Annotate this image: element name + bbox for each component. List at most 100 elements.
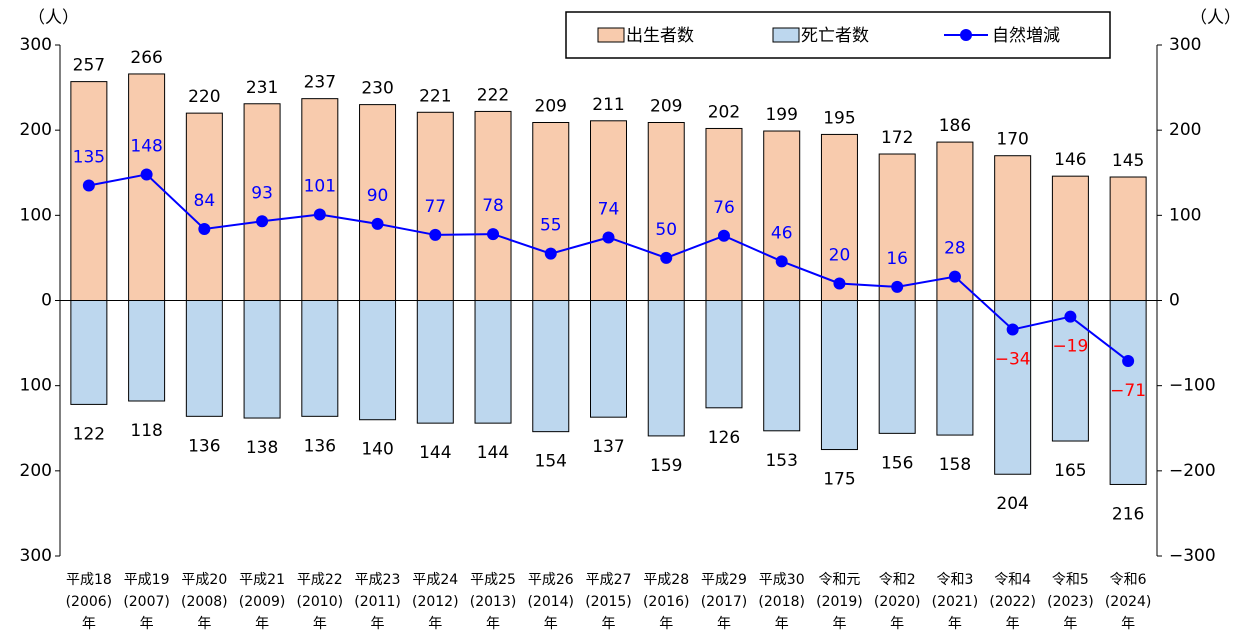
- data-label: 257: [73, 56, 105, 76]
- bar: [1051, 300, 1089, 442]
- line-point: [660, 251, 673, 264]
- line-point: [602, 231, 615, 244]
- legend-swatch: [772, 27, 800, 43]
- bar: [1051, 175, 1089, 301]
- x-tick-label: 平成20 (2008)年: [181, 572, 228, 632]
- data-label: 126: [708, 428, 740, 448]
- data-label: 186: [939, 116, 971, 136]
- x-tick-label: 令和6 (2024)年: [1105, 572, 1152, 632]
- bar: [878, 300, 916, 434]
- y2-tick-label: −300: [1169, 546, 1216, 566]
- legend-label: 自然増減: [992, 26, 1060, 46]
- y2-tick-label: −100: [1169, 376, 1216, 396]
- line-point: [140, 168, 153, 181]
- legend-label: 死亡者数: [801, 26, 869, 46]
- x-tick-label: 平成19 (2007)年: [123, 572, 170, 632]
- line-point: [948, 270, 961, 283]
- x-tick-label: 平成26 (2014)年: [527, 572, 574, 632]
- data-label: 266: [130, 48, 162, 68]
- x-tick-label: 平成18 (2006)年: [66, 572, 113, 632]
- bar: [301, 98, 339, 301]
- line-point: [82, 179, 95, 192]
- data-label: 136: [188, 436, 220, 456]
- y-tick-label: 100: [20, 205, 52, 225]
- bar: [416, 111, 454, 302]
- bar: [359, 300, 397, 421]
- data-label: 148: [130, 136, 162, 156]
- line-point: [1122, 354, 1135, 367]
- bar: [532, 300, 570, 433]
- data-label: 216: [1112, 504, 1144, 524]
- bar: [416, 300, 454, 424]
- y-tick-label: 200: [20, 120, 52, 140]
- data-label: 172: [881, 128, 913, 148]
- data-label: 137: [592, 437, 624, 457]
- x-tick-label: 平成21 (2009)年: [239, 572, 286, 632]
- data-label: 170: [996, 130, 1028, 150]
- data-label: −71: [1110, 381, 1146, 401]
- data-label: 138: [246, 438, 278, 458]
- bar: [532, 122, 570, 301]
- data-label: −34: [995, 349, 1031, 369]
- x-tick-label: 令和元(2019)年: [816, 572, 863, 632]
- data-label: 16: [886, 249, 908, 269]
- legend-label: 出生者数: [626, 26, 694, 46]
- bar: [70, 300, 108, 405]
- data-label: 154: [535, 452, 567, 472]
- data-label: 158: [939, 455, 971, 475]
- bar: [878, 153, 916, 301]
- data-label: 118: [130, 421, 162, 441]
- data-label: 230: [361, 79, 393, 99]
- y2-unit: （人）: [1190, 8, 1234, 28]
- line-point: [256, 215, 269, 228]
- line-point: [544, 247, 557, 260]
- line-point: [833, 277, 846, 290]
- bar: [359, 104, 397, 301]
- data-label: 122: [73, 424, 105, 444]
- y2-tick-label: −200: [1169, 461, 1216, 481]
- bar: [936, 300, 974, 436]
- data-label: 20: [829, 245, 851, 265]
- data-label: 146: [1054, 150, 1086, 170]
- bar: [763, 130, 801, 301]
- data-label: 156: [881, 453, 913, 473]
- x-tick-label: 令和4 (2022)年: [989, 572, 1036, 632]
- data-label: 140: [361, 440, 393, 460]
- y2-tick-label: 100: [1169, 205, 1201, 225]
- data-label: 209: [650, 97, 682, 117]
- legend-swatch: [597, 27, 625, 43]
- bar: [243, 300, 281, 419]
- bar: [647, 300, 685, 437]
- data-label: 84: [194, 191, 216, 211]
- bar: [590, 120, 627, 301]
- line-point: [371, 217, 384, 230]
- data-label: 144: [419, 443, 451, 463]
- bar: [820, 133, 858, 301]
- data-label: 209: [535, 97, 567, 117]
- bar: [1109, 176, 1147, 301]
- data-label: 237: [304, 73, 336, 93]
- x-tick-label: 平成25 (2013)年: [470, 572, 517, 632]
- data-label: 222: [477, 85, 509, 105]
- y2-tick-label: 200: [1169, 120, 1201, 140]
- line-point: [891, 280, 904, 293]
- data-label: 74: [598, 199, 620, 219]
- data-label: 101: [304, 176, 336, 196]
- data-label: 202: [708, 102, 740, 122]
- bar: [820, 300, 858, 451]
- bar: [185, 112, 223, 301]
- y-tick-label: 200: [20, 461, 52, 481]
- data-label: 231: [246, 78, 278, 98]
- data-label: 28: [944, 239, 966, 259]
- data-label: 220: [188, 87, 220, 107]
- data-label: 93: [251, 183, 273, 203]
- legend-box: [565, 11, 1111, 59]
- line-point: [313, 208, 326, 221]
- y2-tick-label: 0: [1169, 291, 1180, 311]
- line-point: [429, 228, 442, 241]
- bar: [1109, 300, 1147, 485]
- x-tick-label: 平成30 (2018)年: [758, 572, 805, 632]
- data-label: 144: [477, 443, 509, 463]
- data-label: 46: [771, 223, 793, 243]
- bar: [705, 127, 743, 301]
